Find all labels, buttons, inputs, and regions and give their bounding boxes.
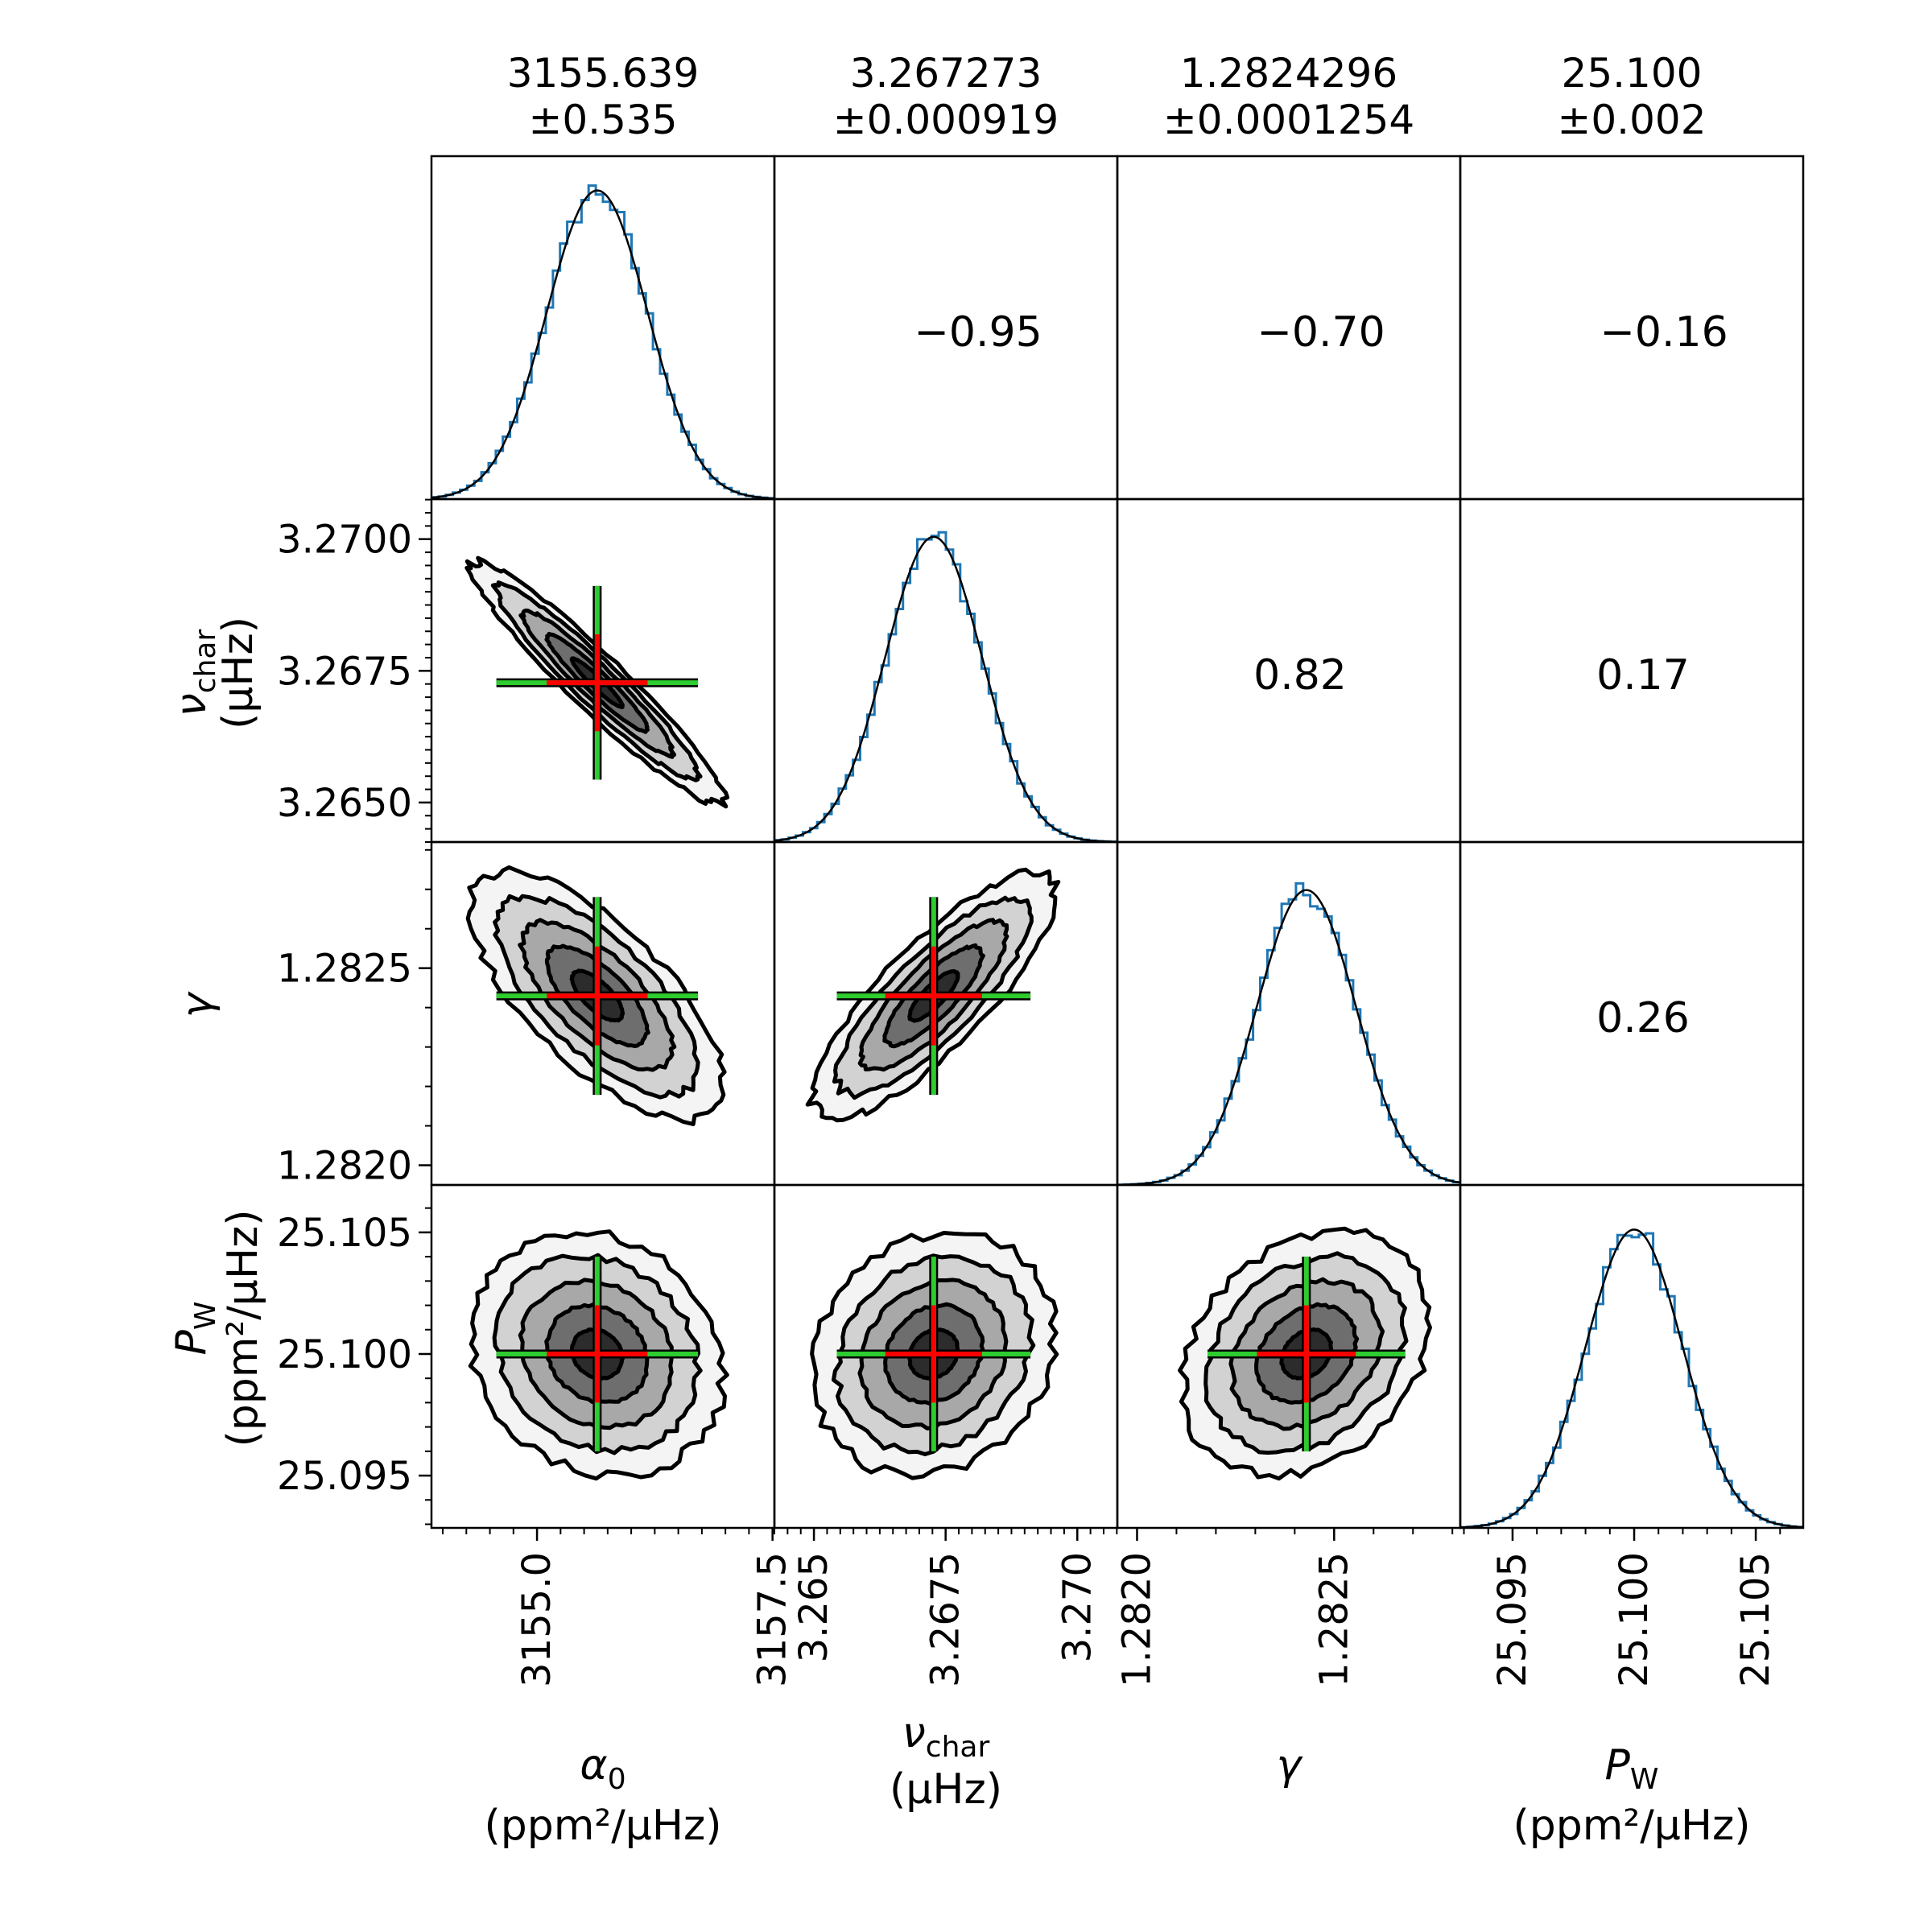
corr-gamma-pw: 0.26 (1596, 994, 1690, 1042)
x-tick-label: 25.105 (1733, 1552, 1778, 1687)
corr-alpha0-pw: −0.16 (1600, 308, 1728, 357)
contour-panel-alpha_0-vs-P_W (468, 1229, 729, 1481)
header-value-pw: 25.100 (1562, 50, 1703, 97)
ylabel-pw: PW (167, 1302, 222, 1356)
corr-alpha0-nuchar: −0.95 (914, 308, 1042, 357)
ylabel-nuchar: νchar (167, 630, 222, 717)
histogram-panel-nu_char (774, 530, 1117, 842)
gaussian-fit-alpha_0 (431, 189, 774, 499)
header-value-alpha0: 3155.639 (507, 50, 700, 97)
contour-panel-nu_char-vs-gamma (805, 867, 1061, 1123)
histogram-panel-P_W (1460, 1228, 1803, 1528)
corr-nuchar-pw: 0.17 (1596, 651, 1690, 700)
y-tick-label: 3.2700 (277, 518, 412, 563)
contour-panel-nu_char-vs-P_W (810, 1231, 1059, 1480)
gaussian-fit-P_W (1460, 1228, 1803, 1528)
corr-alpha0-gamma: −0.70 (1257, 308, 1385, 357)
panel-frame-r3-c3 (1459, 1183, 1805, 1530)
gaussian-fit-gamma (1117, 889, 1460, 1185)
y-tick-label: 3.2675 (277, 649, 412, 694)
header-error-nuchar: ±0.000919 (833, 97, 1059, 143)
xlabel-alpha0: α0 (580, 1741, 625, 1796)
x-tick-label: 3.270 (1055, 1552, 1100, 1662)
contour-panel-alpha_0-vs-gamma (465, 865, 727, 1126)
y-tick-label: 3.2650 (277, 781, 412, 826)
ylabel-gamma: γ (173, 990, 221, 1018)
ylabel-pw-group: PW (ppm²/μHz) (167, 1209, 267, 1447)
corner-panels: 3155.0 3157.53.265 3.2675 3.270 1.2820 1.2825… (277, 155, 1805, 1687)
contour-panel-alpha_0-vs-nu_char (464, 555, 730, 809)
x-tick-label: 1.2825 (1311, 1552, 1356, 1687)
contour-panel-gamma-vs-P_W (1178, 1226, 1432, 1481)
x-tick-label: 3.2675 (923, 1552, 968, 1687)
header-error-gamma: ±0.0001254 (1163, 97, 1414, 143)
histogram-steps-alpha_0 (431, 184, 774, 499)
histogram-panel-alpha_0 (431, 184, 774, 499)
ylabel-nuchar-group: νchar (μHz) (167, 617, 262, 729)
y-tick-label: 25.105 (277, 1211, 412, 1256)
xlabel-alpha0-unit: (ppm²/μHz) (484, 1802, 721, 1850)
ylabel-nuchar-unit: (μHz) (214, 617, 262, 729)
x-tick-label: 1.2820 (1114, 1552, 1159, 1687)
header-error-alpha0: ±0.535 (528, 97, 677, 143)
header-value-gamma: 1.2824296 (1180, 50, 1397, 97)
xlabel-nuchar-unit: (μHz) (890, 1765, 1002, 1814)
xlabel-pw-unit: (ppm²/μHz) (1513, 1802, 1750, 1850)
histogram-steps-P_W (1460, 1232, 1803, 1528)
header-value-nuchar: 3.267273 (850, 50, 1042, 97)
x-tick-label: 3155.0 (514, 1552, 559, 1687)
y-tick-label: 1.2825 (277, 947, 412, 992)
x-tick-label: 3.265 (791, 1552, 836, 1662)
header-error-pw: ±0.002 (1557, 97, 1706, 143)
y-tick-label: 25.100 (277, 1332, 412, 1377)
y-tick-label: 25.095 (277, 1454, 412, 1499)
gaussian-fit-nu_char (774, 535, 1117, 842)
xlabel-nuchar: νchar (902, 1709, 990, 1764)
corr-nuchar-gamma: 0.82 (1253, 651, 1347, 700)
ylabel-gamma-group: γ (173, 990, 221, 1018)
y-tick-label: 1.2820 (277, 1144, 412, 1189)
x-tick-label: 25.100 (1612, 1552, 1657, 1687)
x-tick-label: 3157.5 (750, 1552, 795, 1687)
xlabel-gamma: γ (1277, 1741, 1304, 1790)
histogram-panel-gamma (1117, 881, 1460, 1185)
x-tick-label: 25.095 (1490, 1552, 1535, 1687)
xlabel-pw: PW (1605, 1741, 1659, 1796)
ylabel-pw-unit: (ppm²/μHz) (219, 1209, 267, 1447)
